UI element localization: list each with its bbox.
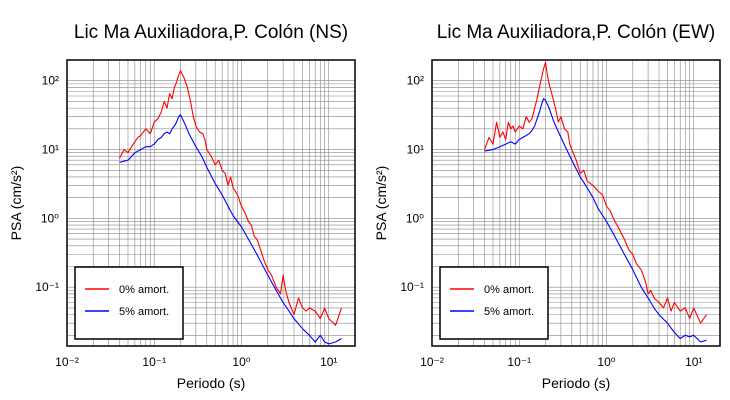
grid (66, 59, 356, 346)
series-line-blue (119, 114, 342, 345)
x-tick-label: 10⁻¹ (507, 355, 531, 369)
x-tick-label: 10⁰ (232, 355, 250, 369)
legend: 0% amort. 5% amort. (74, 266, 184, 340)
y-axis-label: PSA (cm/s²) (8, 166, 24, 241)
legend-label: 0% amort. (484, 284, 534, 296)
x-tick-label: 10⁻² (420, 355, 444, 369)
y-tick-label: 10² (407, 74, 424, 88)
legend: 0% amort. 5% amort. (439, 266, 549, 340)
chart-title: Lic Ma Auxiliadora,P. Colón (EW) (437, 22, 715, 43)
y-axis-label: PSA (cm/s²) (373, 166, 389, 241)
plot-frame (66, 59, 356, 347)
series-line-red (483, 61, 707, 324)
plot-frame (431, 59, 721, 347)
x-axis-label: Periodo (s) (177, 375, 245, 391)
x-tick-label: 10⁻¹ (142, 355, 166, 369)
y-tick-label: 10² (42, 74, 59, 88)
x-tick-label: 10⁻² (55, 355, 79, 369)
legend-label: 5% amort. (484, 306, 534, 318)
x-tick-label: 10¹ (320, 355, 337, 369)
y-tick-label: 10¹ (407, 143, 424, 157)
chart-panel-ns: Lic Ma Auxiliadora,P. Colón (NS) 10⁻² 10⁻¹… (8, 22, 356, 391)
y-tick-label: 10¹ (42, 143, 59, 157)
y-tick-label: 10⁻¹ (400, 280, 424, 294)
series-line-blue (484, 98, 707, 343)
chart-panel-ew: Lic Ma Auxiliadora,P. Colón (EW) 10⁻² 10⁻¹… (373, 22, 721, 391)
x-tick-label: 10⁰ (597, 355, 615, 369)
legend-label: 5% amort. (119, 306, 169, 318)
chart-title: Lic Ma Auxiliadora,P. Colón (NS) (74, 22, 348, 43)
y-tick-label: 10⁰ (406, 211, 424, 225)
y-tick-label: 10⁰ (41, 211, 59, 225)
x-axis-label: Periodo (s) (542, 375, 610, 391)
legend-box (74, 266, 184, 340)
y-tick-label: 10⁻¹ (35, 280, 59, 294)
series-line-red (119, 70, 343, 326)
legend-label: 0% amort. (119, 284, 169, 296)
x-tick-label: 10¹ (685, 355, 702, 369)
legend-box (439, 266, 549, 340)
grid (431, 59, 721, 346)
